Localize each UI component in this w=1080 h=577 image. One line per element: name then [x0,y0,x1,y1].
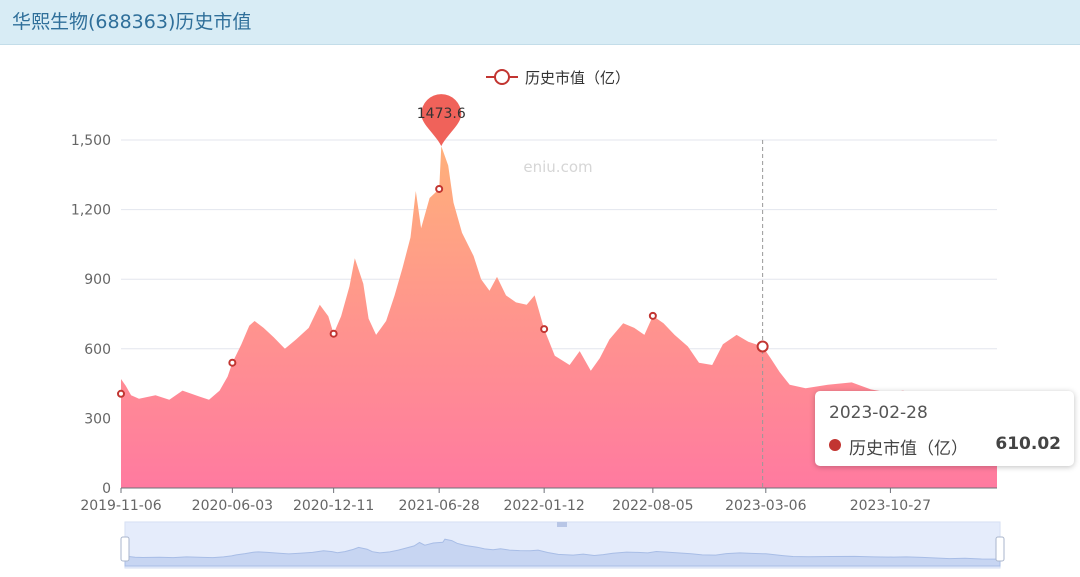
series-markers [117,184,769,398]
y-tick-label: 1,500 [71,133,111,149]
y-tick-label: 0 [102,481,111,497]
tooltip-date: 2023-02-28 [829,403,928,423]
x-tick-label: 2022-08-05 [612,498,693,514]
tooltip-series-name: 历史市值（亿） [849,439,968,459]
x-tick-label: 2022-01-12 [503,498,584,514]
series-point [117,389,125,398]
x-tick-label: 2020-12-11 [293,498,374,514]
y-tick-label: 600 [84,342,111,358]
chart-legend[interactable]: 历史市值（亿） [486,69,630,87]
max-value-pin: 1473.6 [417,94,466,147]
market-cap-area [121,146,997,488]
series-point [435,184,444,193]
max-value-label: 1473.6 [417,106,466,122]
legend-label: 历史市值（亿） [525,69,630,87]
highlighted-point [756,340,769,353]
x-tick-label: 2019-11-06 [80,498,161,514]
x-tick-label: 2023-10-27 [850,498,931,514]
data-zoom-slider[interactable] [120,521,1005,569]
y-tick-label: 1,200 [71,203,111,219]
max-pin-shape [421,94,462,147]
series-point [540,325,549,334]
tooltip-series-dot [829,439,841,451]
slider-top-grip[interactable] [557,522,567,527]
watermark-text: eniu.com [523,158,592,176]
slider-left-handle[interactable] [120,536,130,562]
slider-preview-area [124,538,1001,567]
series-point [648,311,657,320]
axes: 2019-11-06 2020-06-03 2020-12-11 2021-06-28… [80,487,997,514]
page-title: 华熙生物(688363)历史市值 [12,11,252,33]
chart-tooltip: 2023-02-28 历史市值（亿） 610.02 [815,391,1074,466]
slider-right-handle[interactable] [995,536,1005,562]
x-tick-label: 2020-06-03 [192,498,273,514]
legend-circle-icon [494,69,510,85]
y-tick-label: 300 [84,411,111,427]
x-tick-label: 2021-06-28 [398,498,479,514]
series-point [329,329,338,338]
series-point [228,358,237,367]
y-tick-label: 900 [84,272,111,288]
tooltip-value: 610.02 [995,434,1061,454]
header-bar: 华熙生物(688363)历史市值 [0,0,1080,45]
x-tick-label: 2023-03-06 [725,498,806,514]
